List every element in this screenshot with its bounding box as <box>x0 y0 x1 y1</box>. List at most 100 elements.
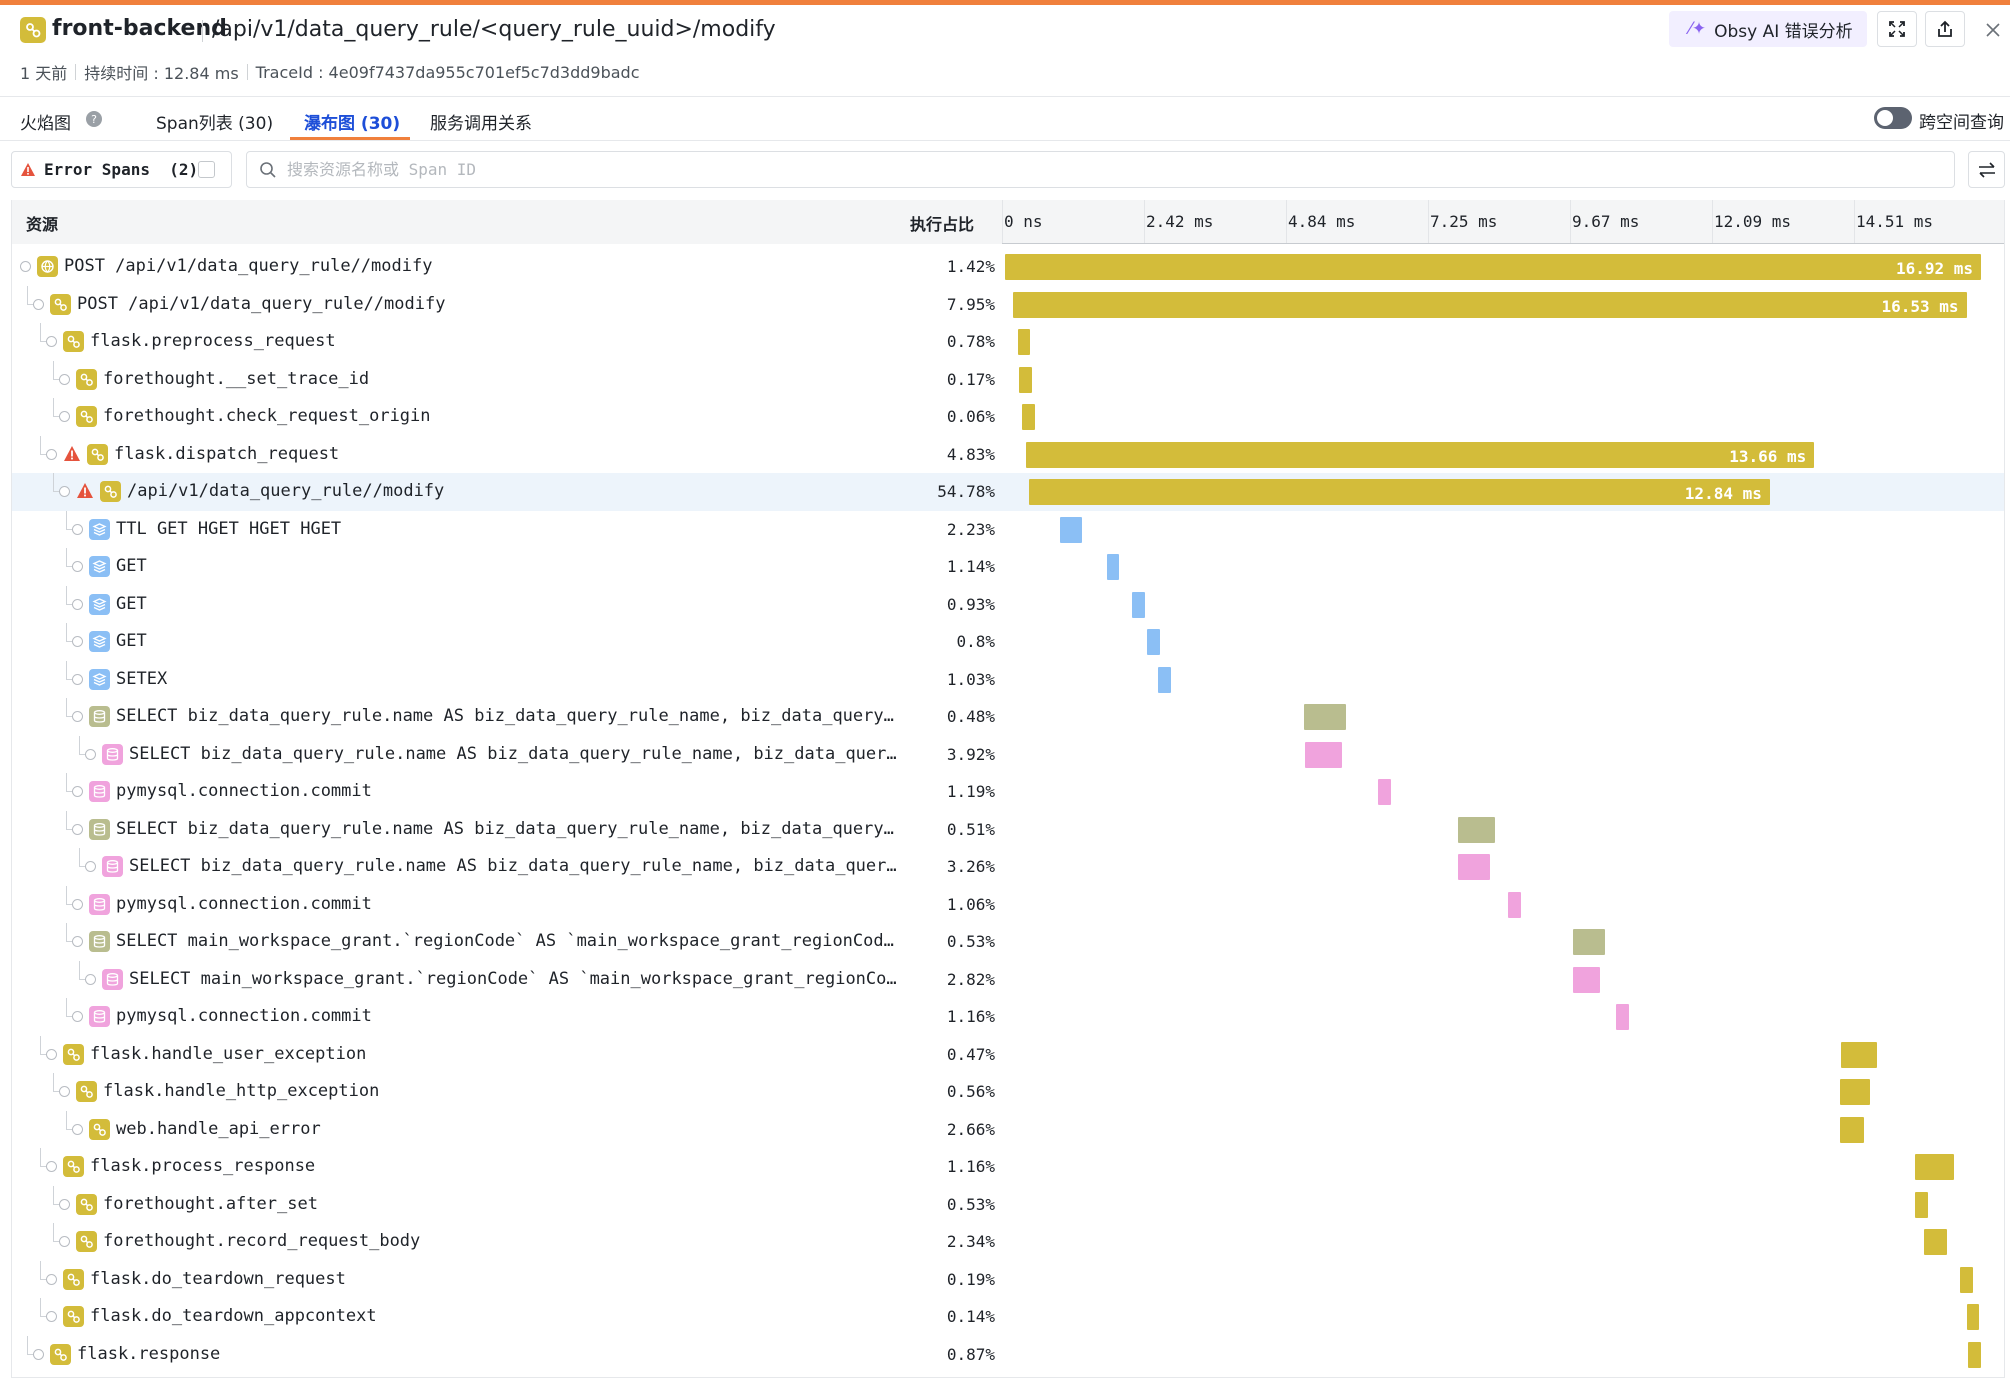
tree-node-toggle[interactable] <box>59 411 70 422</box>
error-spans-checkbox[interactable] <box>198 161 215 178</box>
tree-node-toggle[interactable] <box>59 1198 70 1210</box>
span-row[interactable]: flask.do_teardown_request 0.19% <box>12 1260 2004 1299</box>
tree-node-toggle[interactable] <box>72 711 83 722</box>
tree-node-toggle[interactable] <box>72 1011 83 1022</box>
span-row[interactable]: GET 0.8% <box>12 623 2004 661</box>
span-duration-bar[interactable] <box>1019 366 1033 393</box>
search-input[interactable] <box>287 160 1887 179</box>
span-row[interactable]: flask.handle_user_exception 0.47% <box>12 1035 2004 1074</box>
tree-node-toggle[interactable] <box>46 336 57 347</box>
span-duration-bar[interactable] <box>1303 704 1346 730</box>
tree-node-toggle[interactable] <box>72 786 83 797</box>
span-duration-bar[interactable] <box>1915 1191 1928 1218</box>
span-duration-bar[interactable] <box>1507 891 1521 918</box>
span-duration-bar[interactable] <box>1458 816 1496 843</box>
span-row[interactable]: SELECT biz_data_query_rule.name AS biz_d… <box>12 735 2004 774</box>
span-row[interactable]: SETEX 1.03% <box>12 660 2004 699</box>
span-duration-bar[interactable] <box>1106 554 1120 580</box>
span-duration-bar[interactable] <box>1060 516 1082 543</box>
span-duration-bar[interactable] <box>1158 666 1172 693</box>
tree-node-toggle[interactable] <box>72 898 83 910</box>
tree-node-toggle[interactable] <box>46 1161 57 1172</box>
span-duration-bar[interactable]: 16.92 ms <box>1005 254 1981 280</box>
share-button[interactable] <box>1925 11 1965 47</box>
span-duration-bar[interactable] <box>1458 854 1491 880</box>
span-row[interactable]: flask.dispatch_request 4.83% 13.66 ms <box>12 435 2004 474</box>
span-row[interactable]: POST /api/v1/data_query_rule//modify 7.95… <box>12 285 2004 324</box>
tree-node-toggle[interactable] <box>85 861 96 872</box>
span-duration-bar[interactable] <box>1839 1079 1871 1105</box>
span-duration-bar[interactable] <box>1616 1004 1630 1030</box>
tree-node-toggle[interactable] <box>85 973 96 985</box>
span-duration-bar[interactable] <box>1378 779 1391 805</box>
tree-node-toggle[interactable] <box>46 448 57 460</box>
span-duration-bar[interactable] <box>1960 1266 1973 1293</box>
tree-node-toggle[interactable] <box>46 1273 57 1285</box>
span-row[interactable]: flask.process_response 1.16% <box>12 1148 2004 1186</box>
span-row[interactable]: pymysql.connection.commit 1.06% <box>12 885 2004 924</box>
tree-node-toggle[interactable] <box>72 523 83 535</box>
tree-node-toggle[interactable] <box>72 561 83 572</box>
tree-node-toggle[interactable] <box>59 1236 70 1247</box>
span-duration-bar[interactable] <box>1923 1229 1947 1255</box>
span-row[interactable]: GET 0.93% <box>12 585 2004 624</box>
span-duration-bar[interactable] <box>1304 741 1342 768</box>
tab-waterfall[interactable]: 瀑布图 (30) <box>304 114 401 134</box>
tree-node-toggle[interactable] <box>72 673 83 685</box>
span-duration-bar[interactable] <box>1131 591 1145 618</box>
tree-node-toggle[interactable] <box>59 1086 70 1097</box>
tree-node-toggle[interactable] <box>72 598 83 610</box>
span-row[interactable]: flask.response 0.87% <box>12 1335 2004 1374</box>
span-duration-bar[interactable] <box>1839 1116 1864 1143</box>
span-row[interactable]: web.handle_api_error 2.66% <box>12 1110 2004 1149</box>
span-row[interactable]: forethought.__set_trace_id 0.17% <box>12 360 2004 399</box>
close-button[interactable] <box>1982 19 2004 41</box>
span-row[interactable]: forethought.record_request_body 2.34% <box>12 1223 2004 1261</box>
span-duration-bar[interactable] <box>1573 929 1605 955</box>
span-row[interactable]: TTL GET HGET HGET HGET 2.23% <box>12 510 2004 549</box>
tree-node-toggle[interactable] <box>72 823 83 835</box>
span-row[interactable]: SELECT biz_data_query_rule.name AS biz_d… <box>12 810 2004 849</box>
span-duration-bar[interactable] <box>1017 329 1030 355</box>
tree-node-toggle[interactable] <box>72 636 83 647</box>
span-row[interactable]: /api/v1/data_query_rule//modify 54.78% 12.… <box>12 473 2004 511</box>
span-row[interactable]: forethought.check_request_origin 0.06% <box>12 398 2004 436</box>
tree-node-toggle[interactable] <box>59 486 70 497</box>
tree-node-toggle[interactable] <box>46 1311 57 1322</box>
help-icon[interactable]: ? <box>86 111 102 127</box>
span-row[interactable]: GET 1.14% <box>12 548 2004 586</box>
span-row[interactable]: SELECT main_workspace_grant.`regionCode`… <box>12 960 2004 999</box>
span-duration-bar[interactable] <box>1968 1341 1981 1368</box>
tab-span-list[interactable]: Span列表 (30) <box>156 114 274 134</box>
span-row[interactable]: pymysql.connection.commit 1.16% <box>12 998 2004 1036</box>
span-duration-bar[interactable] <box>1915 1154 1955 1180</box>
span-row[interactable]: SELECT main_workspace_grant.`regionCode`… <box>12 923 2004 961</box>
tree-node-toggle[interactable] <box>59 373 70 385</box>
span-duration-bar[interactable]: 13.66 ms <box>1026 441 1815 468</box>
span-duration-bar[interactable] <box>1966 1304 1980 1330</box>
span-row[interactable]: SELECT biz_data_query_rule.name AS biz_d… <box>12 698 2004 736</box>
fullscreen-button[interactable] <box>1877 11 1917 47</box>
tree-node-toggle[interactable] <box>46 1048 57 1060</box>
error-spans-filter[interactable]: Error Spans (2) <box>11 151 232 188</box>
tree-node-toggle[interactable] <box>33 1348 44 1360</box>
span-row[interactable]: flask.do_teardown_appcontext 0.14% <box>12 1298 2004 1336</box>
span-duration-bar[interactable] <box>1146 629 1160 655</box>
span-row[interactable]: forethought.after_set 0.53% <box>12 1185 2004 1224</box>
tree-node-toggle[interactable] <box>85 748 96 760</box>
span-row[interactable]: flask.handle_http_exception 0.56% <box>12 1073 2004 1111</box>
ai-error-analysis-button[interactable]: ⁄✦ Obsy AI 错误分析 <box>1669 11 1867 47</box>
tree-node-toggle[interactable] <box>20 261 31 272</box>
tree-node-toggle[interactable] <box>72 936 83 947</box>
span-duration-bar[interactable]: 12.84 ms <box>1029 479 1770 505</box>
cross-space-toggle[interactable] <box>1874 107 1912 129</box>
span-duration-bar[interactable]: 16.53 ms <box>1013 291 1967 318</box>
tab-service-map[interactable]: 服务调用关系 <box>430 114 532 134</box>
span-duration-bar[interactable] <box>1840 1041 1877 1068</box>
span-duration-bar[interactable] <box>1573 966 1600 993</box>
trace-id[interactable]: TraceId : 4e09f7437da955c701ef5c7d3dd9ba… <box>255 62 640 82</box>
swap-view-button[interactable] <box>1968 151 2005 188</box>
tree-node-toggle[interactable] <box>72 1123 83 1135</box>
span-row[interactable]: flask.preprocess_request 0.78% <box>12 323 2004 361</box>
tab-flame-graph[interactable]: 火焰图 <box>20 114 71 134</box>
